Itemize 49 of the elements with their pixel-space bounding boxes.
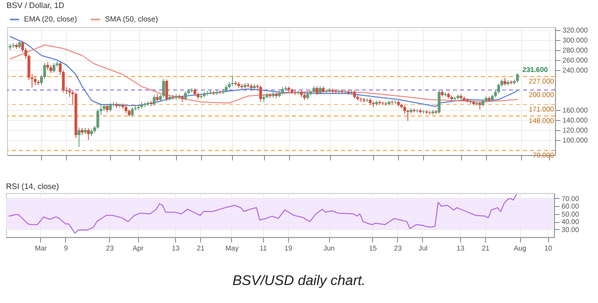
- candlestick: [294, 90, 296, 96]
- candlestick: [328, 88, 331, 93]
- candlestick: [338, 89, 340, 94]
- candlestick: [359, 97, 362, 102]
- candlestick: [469, 99, 472, 104]
- candlestick: [231, 75, 234, 86]
- candlestick: [438, 90, 441, 114]
- candlestick: [372, 101, 375, 108]
- chart-title: BSV / Dollar, 1D: [6, 1, 65, 10]
- candlestick: [406, 109, 410, 122]
- candlestick: [52, 62, 56, 73]
- candlestick: [172, 94, 174, 100]
- candlestick: [422, 110, 425, 114]
- candlestick: [162, 78, 165, 98]
- candlestick: [366, 98, 369, 102]
- candlestick: [152, 94, 156, 106]
- candlestick: [444, 92, 447, 97]
- candlestick: [174, 94, 178, 100]
- candlestick: [246, 82, 250, 88]
- candlestick: [325, 89, 328, 94]
- candlestick: [200, 94, 203, 99]
- candlestick: [412, 108, 416, 113]
- chart-title: RSI (14, close): [6, 182, 60, 191]
- candlestick: [8, 44, 12, 50]
- candlestick: [112, 102, 115, 108]
- candlestick: [87, 128, 90, 140]
- candlestick: [259, 85, 262, 102]
- candlestick: [184, 90, 187, 101]
- candlestick: [146, 101, 150, 106]
- candlestick: [206, 90, 209, 96]
- candlestick: [340, 89, 344, 94]
- text: BSV/USD daily chart.: [231, 272, 367, 288]
- line-series: [10, 44, 518, 104]
- line-series: [8, 194, 517, 234]
- candlestick: [425, 110, 428, 114]
- candlestick: [434, 110, 438, 114]
- candlestick: [268, 93, 272, 98]
- candlestick: [150, 100, 152, 106]
- candlestick: [240, 84, 244, 90]
- candlestick: [378, 100, 382, 105]
- candlestick: [137, 104, 140, 110]
- candlestick: [78, 127, 80, 148]
- candlestick: [497, 83, 500, 94]
- candlestick: [362, 98, 366, 103]
- candlestick: [209, 90, 212, 95]
- candlestick: [218, 90, 222, 94]
- candlestick: [234, 80, 237, 86]
- candlestick: [350, 90, 353, 95]
- candlestick: [384, 102, 388, 106]
